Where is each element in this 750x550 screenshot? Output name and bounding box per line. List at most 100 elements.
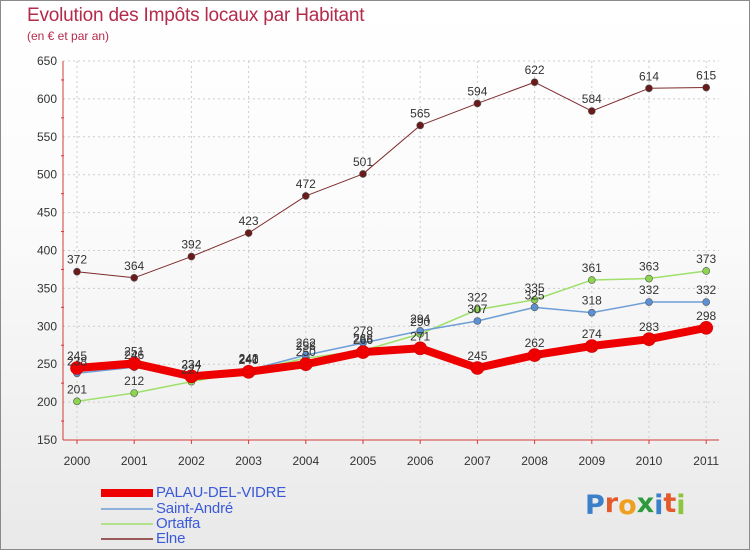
data-point (530, 303, 539, 312)
data-label: 258 (296, 339, 316, 353)
legend-label: Elne (156, 530, 186, 547)
y-tick-label: 400 (37, 244, 57, 258)
data-label: 364 (124, 259, 144, 273)
data-label: 240 (239, 353, 259, 367)
x-tick-label: 2010 (636, 454, 663, 468)
data-point (73, 267, 81, 276)
series-line-1 (76, 301, 707, 378)
data-label: 363 (639, 260, 659, 274)
chart-title: Evolution des Impôts locaux par Habitant (27, 5, 365, 26)
y-tick-label: 300 (37, 319, 57, 333)
data-label: 472 (296, 177, 316, 191)
logo-letter: r (604, 488, 619, 519)
data-label: 250 (296, 345, 316, 359)
legend-label: PALAU-DEL-VIDRE (156, 484, 287, 501)
data-point (187, 252, 196, 261)
data-label: 234 (181, 357, 201, 371)
data-label: 262 (296, 336, 316, 350)
data-label: 361 (582, 261, 602, 275)
y-tick-label: 500 (37, 168, 57, 182)
data-label: 271 (410, 329, 430, 343)
data-label: 325 (525, 288, 545, 302)
data-label: 294 (410, 312, 430, 326)
data-label: 332 (639, 283, 659, 297)
data-point (416, 327, 425, 335)
data-label: 234 (181, 357, 201, 371)
data-point (527, 348, 542, 362)
data-point (645, 274, 653, 283)
data-point (645, 84, 653, 93)
x-tick-label: 2005 (350, 454, 377, 468)
data-label: 238 (67, 354, 87, 368)
data-label: 392 (181, 238, 201, 252)
y-tick-label: 250 (37, 357, 57, 371)
data-label: 423 (239, 214, 259, 228)
data-point (642, 332, 656, 346)
logo-letter: i (676, 490, 686, 521)
data-label: 584 (582, 92, 602, 106)
legend-label: Saint-André (156, 500, 234, 517)
y-tick-label: 650 (37, 54, 57, 68)
data-point (587, 276, 596, 284)
data-label: 274 (582, 327, 602, 341)
data-label: 372 (67, 253, 87, 267)
data-label: 322 (467, 291, 487, 305)
data-label: 335 (525, 281, 545, 295)
x-tick-label: 2011 (693, 454, 719, 468)
y-tick-label: 200 (37, 395, 57, 409)
data-label: 594 (467, 84, 487, 98)
logo-letter: x (636, 488, 655, 519)
data-point (645, 298, 653, 306)
data-label: 268 (353, 332, 373, 346)
y-tick-label: 150 (37, 433, 57, 447)
data-label: 615 (696, 69, 716, 83)
chart-subtitle: (en € et par an) (27, 29, 110, 43)
data-point (70, 361, 84, 375)
data-label: 242 (239, 351, 259, 365)
data-point (702, 298, 711, 306)
data-point (413, 341, 428, 356)
data-label: 298 (696, 309, 716, 323)
data-label: 318 (582, 294, 602, 308)
data-label: 373 (696, 252, 716, 266)
x-tick-label: 2000 (64, 454, 91, 468)
legend-label: Ortaffa (156, 515, 201, 532)
data-label: 278 (353, 324, 373, 338)
series-line-0 (73, 323, 711, 381)
x-tick-label: 2003 (235, 454, 262, 468)
x-tick-label: 2004 (292, 454, 319, 468)
x-tick-label: 2008 (521, 454, 548, 468)
x-tick-label: 2002 (178, 454, 205, 468)
data-point (699, 321, 714, 335)
data-point (416, 121, 425, 130)
data-label: 332 (696, 283, 716, 297)
data-point (298, 357, 313, 372)
data-point (130, 389, 138, 397)
data-point (470, 361, 485, 375)
data-point (587, 308, 596, 317)
data-label: 266 (353, 333, 373, 347)
data-point (130, 273, 138, 282)
data-point (241, 364, 256, 379)
data-label: 262 (525, 336, 545, 350)
x-tick-label: 2006 (407, 454, 434, 468)
series-line-3 (76, 81, 707, 279)
data-point (301, 192, 310, 200)
data-label: 245 (467, 349, 487, 363)
logo-letter: P (585, 490, 605, 521)
data-point (530, 78, 539, 87)
proxiti-logo: Proxiti (585, 488, 686, 521)
y-tick-label: 350 (37, 281, 57, 295)
data-label: 251 (124, 344, 144, 358)
data-point (702, 267, 711, 275)
x-tick-label: 2007 (464, 454, 491, 468)
data-point (473, 99, 482, 108)
data-point (356, 345, 370, 359)
data-label: 227 (181, 363, 201, 377)
logo-letter: o (618, 490, 637, 521)
data-label: 245 (67, 349, 87, 363)
logo-letter: i (654, 490, 664, 521)
data-point (473, 317, 482, 325)
